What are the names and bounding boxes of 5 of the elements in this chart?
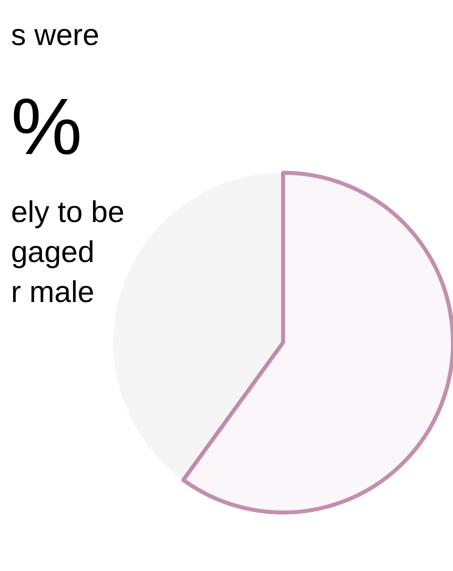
text: % (11, 82, 82, 171)
text: gaged (11, 236, 94, 269)
text: r male (11, 276, 94, 309)
text: s were (11, 19, 100, 52)
text: ely to be (11, 196, 124, 229)
